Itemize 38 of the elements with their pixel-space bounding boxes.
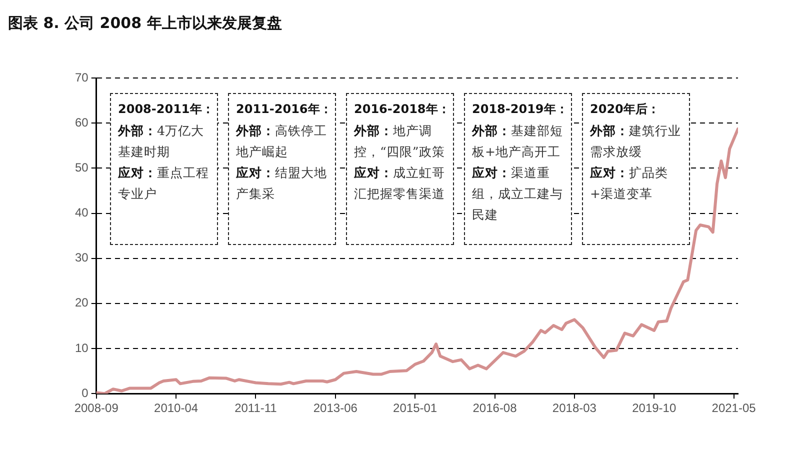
annotation: 应对：渠道重组，成立工建与民建 [472,164,564,224]
y-tick-label: 40 [74,206,89,220]
y-tick-label: 50 [74,160,89,174]
y-tick-label: 0 [82,386,89,400]
x-tick-label: 2018-03 [552,401,597,416]
y-tick-label: 70 [74,70,89,84]
x-tick-label: 2016-08 [472,401,518,416]
y-tick-label: 20 [74,296,89,310]
annotation: 应对：扩品类+渠道变革 [590,164,669,203]
text-box: 2008-2011年： 外部：4万亿大基建时期 应对：重点工程专业户 [110,93,218,245]
annotation: 2018-2019年： [472,102,568,116]
x-tick-label: 2013-06 [313,401,358,416]
annotation: 应对：重点工程专业户 [118,164,210,203]
annotation: 2020年后： [590,102,660,116]
annotation: 应对：成立虹哥汇把握零售渠道 [354,164,446,203]
text-box: 2018-2019年： 外部：基建部短板+地产高开工 应对：渠道重组，成立工建与民建 [464,93,572,245]
x-tick-label: 2008-09 [74,401,119,416]
x-tick-label: 2019-10 [632,401,676,416]
x-tick-label: 2021-05 [712,401,756,416]
annotation: 应对：结盟大地产集采 [236,164,328,203]
y-tick-label: 10 [74,340,89,355]
annotation: 外部：4万亿大基建时期 [118,122,205,161]
x-tick-label: 2010-04 [154,401,198,416]
annotation: 外部：建筑行业需求放缓 [590,122,682,161]
text-box: 2011-2016年： 外部：高铁停工地产崛起 应对：结盟大地产集采 [228,93,336,245]
y-tick-label: 60 [74,115,89,130]
annotation: 外部：高铁停工地产崛起 [236,122,328,161]
text-box: 2016-2018年： 外部：地产调控，“四限”政策 应对：成立虹哥汇把握零售渠道 [346,93,454,245]
chart-title: 图表 8. 公司 2008 年上市以来发展复盘 [8,14,282,33]
annotation: 外部：基建部短板+地产高开工 [472,122,564,161]
annotation: 外部：地产调控，“四限”政策 [354,122,446,161]
x-tick-label: 2015-01 [393,401,438,416]
annotation: 2008-2011年： [118,102,214,116]
x-tick-label: 2011-11 [234,401,278,416]
text-box: 2020年后： 外部：建筑行业需求放缓 应对：扩品类+渠道变革 [582,93,690,245]
annotation: 2016-2018年： [354,102,450,116]
y-tick-label: 30 [74,250,89,265]
annotation: 2011-2016年： [236,102,332,116]
